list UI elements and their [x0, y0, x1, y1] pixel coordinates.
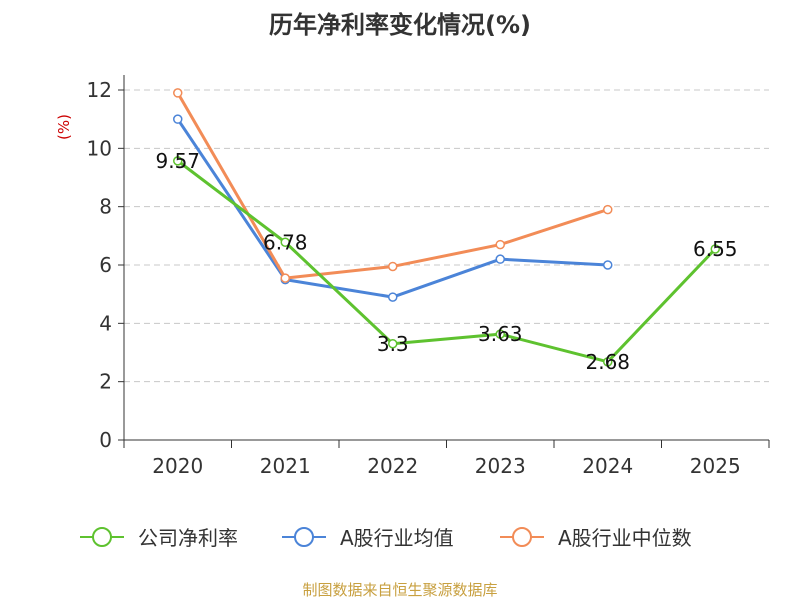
- series-lines: [173, 88, 720, 367]
- x-tick-label: 2025: [690, 454, 741, 478]
- x-tick-label: 2024: [582, 454, 633, 478]
- data-point-2: [495, 239, 505, 250]
- data-point-0: [603, 357, 613, 367]
- data-point-1: [603, 260, 613, 270]
- y-tick-label: 10: [87, 136, 112, 160]
- data-point-0: [173, 156, 183, 166]
- data-point-2: [280, 273, 290, 283]
- data-point-2: [173, 88, 183, 98]
- x-tick-label: 2020: [152, 454, 203, 478]
- grid-lines: [124, 89, 769, 383]
- data-point-0: [710, 244, 720, 254]
- y-tick-label: 6: [99, 253, 112, 277]
- x-tick-label: 2022: [367, 454, 418, 478]
- data-point-0: [388, 339, 398, 349]
- legend-marker-1: [294, 527, 314, 547]
- data-label: 6.55: [693, 237, 738, 261]
- y-axis-unit-label: (%): [55, 114, 73, 140]
- y-tick-label: 12: [87, 78, 112, 102]
- legend-marker-0: [92, 527, 112, 547]
- x-tick-label: 2023: [475, 454, 526, 478]
- y-tick-label: 0: [99, 428, 112, 452]
- chart-title: 历年净利率变化情况(%): [269, 11, 531, 39]
- data-label: 2.68: [585, 350, 630, 374]
- axes: 0 2 4 6 8 10 12 2020 2021 2022 2023 2024 2025: [87, 75, 770, 478]
- legend-label-1: A股行业均值: [340, 526, 454, 550]
- data-label: 6.78: [263, 230, 308, 254]
- data-point-1: [495, 254, 505, 264]
- data-point-2: [603, 204, 613, 215]
- y-tick-label: 4: [99, 311, 112, 335]
- y-tick-label: 8: [99, 195, 112, 219]
- legend-label-2: A股行业中位数: [558, 526, 692, 550]
- data-point-2: [388, 261, 398, 272]
- series-line-0: [176, 159, 717, 364]
- source-note: 制图数据来自恒生聚源数据库: [302, 581, 497, 599]
- legend-marker-2: [512, 527, 532, 547]
- data-label: 9.57: [155, 149, 200, 173]
- series-line-2: [176, 92, 609, 280]
- data-labels: 9.57 6.78 3.3 3.63 2.68 6.55: [155, 149, 737, 374]
- data-point-1: [388, 292, 398, 302]
- x-tick-label: 2021: [260, 454, 311, 478]
- data-point-0: [280, 237, 290, 247]
- data-point-1: [173, 114, 183, 124]
- data-label: 3.63: [478, 322, 523, 346]
- legend: 公司净利率 A股行业均值 A股行业中位数: [80, 526, 692, 550]
- data-label: 3.3: [377, 332, 409, 356]
- data-point-0: [495, 329, 505, 339]
- y-tick-label: 2: [99, 370, 112, 394]
- legend-label-0: 公司净利率: [138, 526, 238, 550]
